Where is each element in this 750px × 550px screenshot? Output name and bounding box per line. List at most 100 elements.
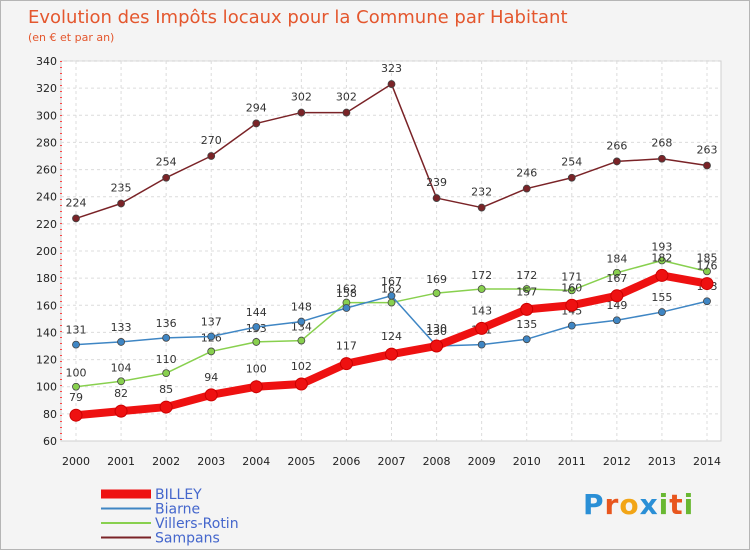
x-tick-label: 2002 — [152, 455, 180, 468]
data-point — [430, 339, 444, 353]
y-tick-label: 240 — [36, 191, 57, 204]
data-label: 130 — [426, 322, 447, 335]
data-label: 169 — [426, 273, 447, 286]
x-tick-label: 2010 — [513, 455, 541, 468]
legend-item: Biarne — [101, 502, 200, 518]
x-tick-label: 2004 — [242, 455, 270, 468]
x-tick-label: 2014 — [693, 455, 721, 468]
data-label: 133 — [111, 321, 132, 334]
data-label: 124 — [381, 330, 402, 343]
data-point — [72, 382, 80, 391]
data-point — [339, 357, 353, 371]
chart-title: Evolution des Impôts locaux pour la Comm… — [28, 7, 568, 28]
data-label: 176 — [697, 260, 718, 273]
data-point — [387, 291, 396, 300]
data-point — [249, 380, 263, 394]
data-label: 235 — [111, 182, 132, 195]
y-tick-label: 100 — [36, 381, 57, 394]
data-point — [658, 154, 666, 163]
data-label: 110 — [156, 353, 177, 366]
data-point — [612, 157, 621, 166]
y-tick-label: 340 — [36, 55, 57, 68]
x-tick-label: 2006 — [332, 455, 360, 468]
data-label: 266 — [606, 139, 627, 152]
data-label: 302 — [336, 91, 357, 104]
data-point — [703, 161, 711, 170]
data-point — [252, 119, 261, 128]
data-point — [565, 298, 579, 312]
y-tick-label: 180 — [36, 272, 57, 285]
legend-item: Villers-Rotin — [101, 516, 239, 532]
data-label: 268 — [651, 137, 672, 150]
y-tick-label: 260 — [36, 164, 57, 177]
y-tick-label: 140 — [36, 326, 57, 339]
x-tick-label: 2008 — [423, 455, 451, 468]
y-tick-label: 280 — [36, 136, 57, 149]
data-label: 167 — [381, 275, 402, 288]
legend-item: Sampans — [101, 531, 220, 547]
data-label: 143 — [471, 304, 492, 317]
data-label: 144 — [246, 306, 267, 319]
y-tick-label: 60 — [43, 435, 57, 448]
data-label: 162 — [381, 283, 402, 296]
data-point — [432, 289, 441, 297]
legend-label: BILLEY — [155, 487, 202, 503]
data-label: 232 — [471, 186, 492, 199]
data-label: 134 — [291, 321, 312, 334]
data-point — [703, 297, 711, 306]
x-tick-label: 2007 — [378, 455, 406, 468]
y-tick-label: 120 — [36, 354, 57, 367]
data-point — [297, 317, 306, 326]
data-label: 302 — [291, 91, 312, 104]
data-label: 162 — [336, 283, 357, 296]
data-point — [612, 316, 621, 325]
y-tick-label: 320 — [36, 82, 57, 95]
legend-label: Villers-Rotin — [155, 516, 239, 532]
data-point — [162, 369, 171, 378]
data-point — [477, 340, 486, 349]
data-label: 172 — [516, 269, 537, 282]
data-point — [655, 268, 669, 282]
data-label: 239 — [426, 176, 447, 189]
data-label: 254 — [561, 156, 582, 169]
data-point — [72, 214, 80, 223]
data-point — [700, 277, 714, 291]
data-point — [520, 302, 534, 316]
x-tick-label: 2009 — [468, 455, 496, 468]
data-point — [567, 286, 576, 295]
data-point — [342, 304, 351, 312]
y-tick-label: 200 — [36, 245, 57, 258]
data-label: 193 — [651, 241, 672, 254]
data-point — [658, 308, 666, 316]
data-label: 224 — [66, 196, 87, 209]
data-label: 136 — [156, 317, 177, 330]
data-point — [342, 108, 351, 117]
data-label: 100 — [246, 363, 267, 376]
data-point — [567, 173, 576, 182]
data-label: 130 — [426, 325, 447, 338]
data-point — [658, 256, 666, 265]
plot-area: 60 80 100 120 140 160 180 200 220 240 260 280 300 320… — [36, 55, 722, 468]
data-label: 117 — [336, 340, 357, 353]
data-label: 102 — [291, 360, 312, 373]
logo-letter: t — [669, 488, 684, 521]
data-point — [207, 332, 216, 341]
data-label: 148 — [291, 301, 312, 314]
data-point — [252, 323, 261, 331]
logo-letter: i — [658, 488, 670, 521]
x-tick-label: 2013 — [648, 455, 676, 468]
data-point — [612, 268, 621, 277]
data-label: 104 — [111, 361, 132, 374]
data-label: 263 — [697, 144, 718, 157]
x-tick-label: 2012 — [603, 455, 631, 468]
data-label: 185 — [697, 251, 718, 264]
x-tick-label: 2005 — [287, 455, 315, 468]
data-point — [294, 377, 308, 391]
data-point — [162, 333, 171, 342]
data-label: 171 — [561, 270, 582, 283]
data-label: 184 — [606, 253, 627, 266]
y-tick-label: 80 — [43, 408, 57, 421]
data-point — [610, 289, 624, 303]
